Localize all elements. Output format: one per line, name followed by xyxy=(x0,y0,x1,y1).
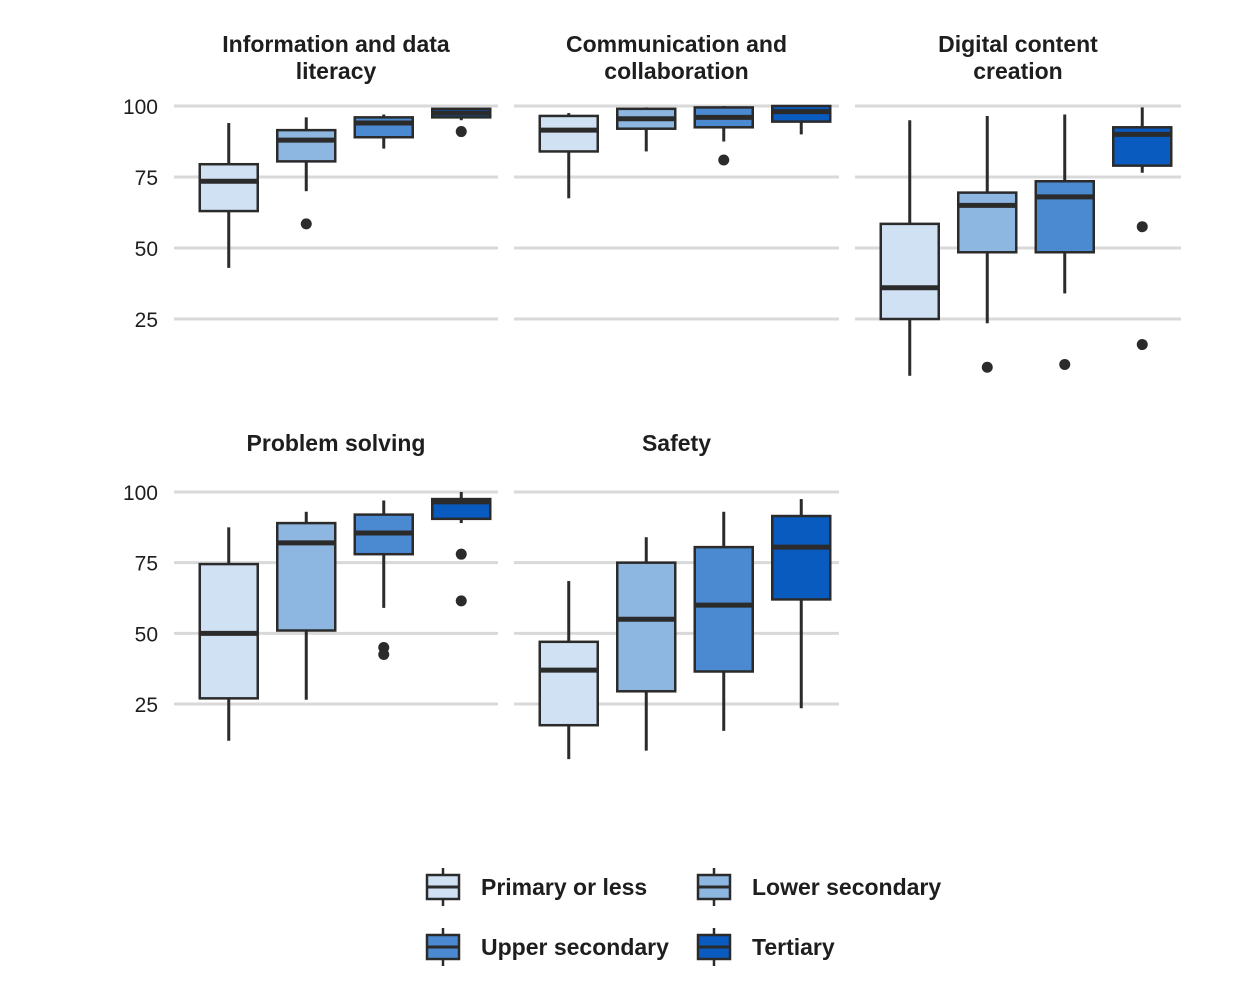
panel-title: Digital content xyxy=(938,31,1098,57)
y-tick-label: 75 xyxy=(135,167,158,190)
box-group xyxy=(957,115,1018,373)
box-group xyxy=(353,114,414,149)
box-iqr xyxy=(538,640,599,727)
legend-item: Primary or less xyxy=(425,868,647,906)
box-group xyxy=(538,113,599,199)
panel-title: collaboration xyxy=(604,58,748,84)
box-group xyxy=(1112,107,1173,351)
y-tick-label: 100 xyxy=(123,482,158,505)
outlier-point xyxy=(1059,358,1071,370)
outlier-point xyxy=(1136,339,1148,351)
box-iqr xyxy=(693,545,754,673)
box-group xyxy=(431,107,492,138)
box-group xyxy=(276,117,337,230)
outlier-point xyxy=(1136,221,1148,233)
box-group xyxy=(879,120,940,376)
box-iqr xyxy=(198,162,259,213)
box-iqr xyxy=(276,128,337,163)
y-tick-label: 50 xyxy=(135,238,158,261)
y-tick-label: 25 xyxy=(135,694,158,717)
box-group xyxy=(538,581,599,760)
legend-item: Tertiary xyxy=(696,928,835,966)
box-iqr xyxy=(1034,180,1095,254)
outlier-point xyxy=(455,548,467,560)
box-iqr xyxy=(276,521,337,632)
box-group xyxy=(616,537,677,751)
box-iqr xyxy=(879,222,940,321)
box-group xyxy=(276,511,337,700)
box-group xyxy=(1034,114,1095,370)
box-group xyxy=(771,104,832,135)
panel-title: literacy xyxy=(296,58,377,84)
box-iqr xyxy=(957,191,1018,254)
box-iqr xyxy=(353,116,414,139)
outlier-point xyxy=(981,361,993,373)
facet-panel: Safety xyxy=(514,430,839,760)
legend: Primary or less Lower secondary Upper seco… xyxy=(425,868,941,966)
panel-title: Safety xyxy=(642,430,711,456)
panel-title: Problem solving xyxy=(247,430,426,456)
box-group xyxy=(198,527,259,741)
box-group xyxy=(198,123,259,268)
panel-title: Information and data xyxy=(222,31,450,57)
y-tick-label: 100 xyxy=(123,96,158,119)
y-tick-label: 25 xyxy=(135,309,158,332)
box-group xyxy=(771,499,832,709)
outlier-point xyxy=(300,218,312,230)
outlier-point xyxy=(455,126,467,138)
legend-label: Tertiary xyxy=(752,934,835,960)
legend-item: Lower secondary xyxy=(696,868,941,906)
box-group xyxy=(693,106,754,166)
legend-label: Upper secondary xyxy=(481,934,669,960)
panel-title: Communication and xyxy=(566,31,787,57)
outlier-point xyxy=(718,154,730,166)
legend-label: Primary or less xyxy=(481,874,647,900)
box-group xyxy=(431,492,492,607)
y-tick-label: 50 xyxy=(135,623,158,646)
box-iqr xyxy=(538,114,599,153)
facet-panel: 25 50 75 100 Problem solving xyxy=(123,430,498,741)
box-group xyxy=(353,500,414,661)
legend-label: Lower secondary xyxy=(752,874,941,900)
outlier-point xyxy=(378,649,390,661)
panel-title: creation xyxy=(973,58,1062,84)
outlier-point xyxy=(455,595,467,607)
box-group xyxy=(616,107,677,152)
box-group xyxy=(693,511,754,731)
box-iqr xyxy=(771,514,832,601)
y-tick-label: 75 xyxy=(135,553,158,576)
box-iqr xyxy=(616,561,677,693)
legend-item: Upper secondary xyxy=(425,928,669,966)
